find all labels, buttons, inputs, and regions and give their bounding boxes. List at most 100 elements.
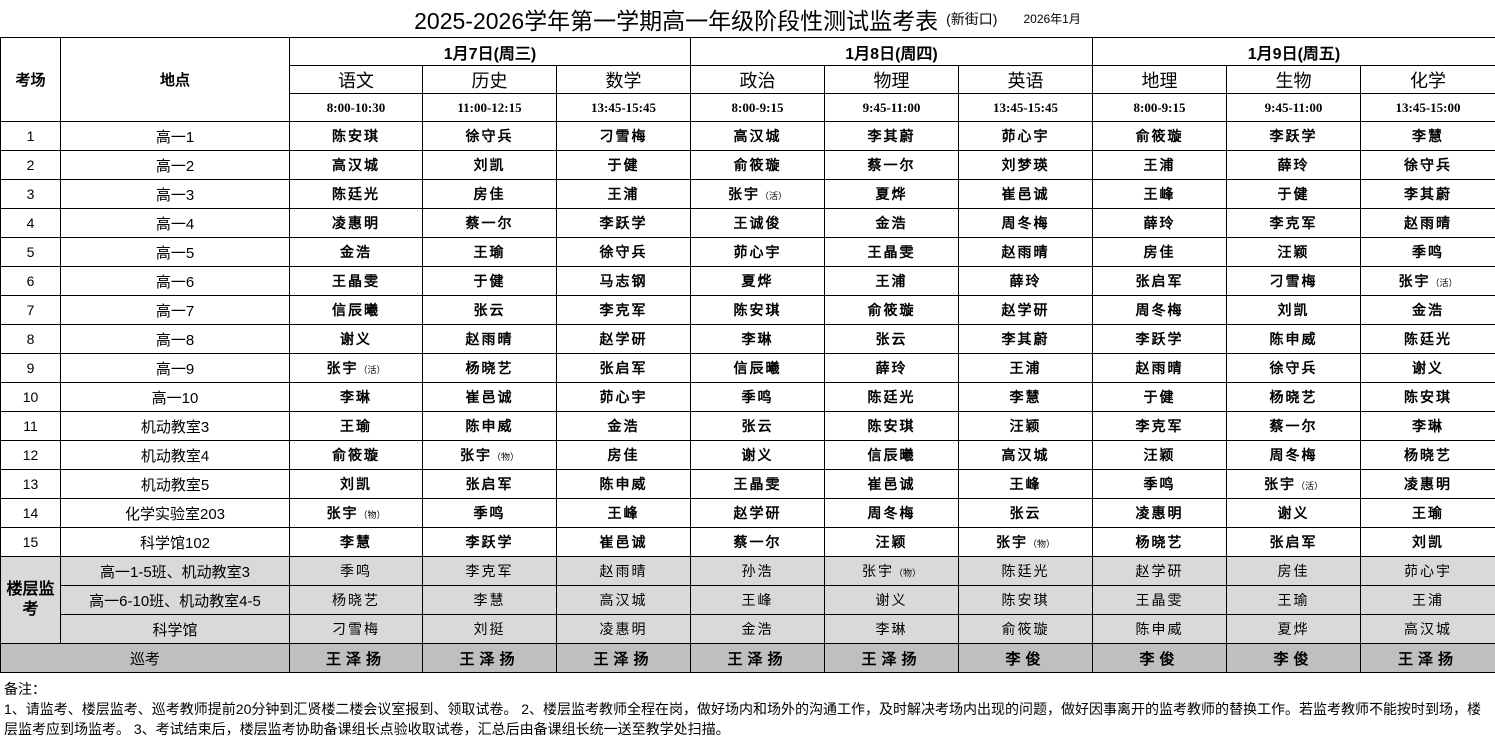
proctor-cell: 崔邑诚 bbox=[824, 469, 959, 499]
proctor-cell: 陈安琪 bbox=[958, 585, 1093, 615]
proctor-cell: 王瑜 bbox=[422, 237, 557, 267]
proctor-cell: 蔡一尔 bbox=[422, 208, 557, 238]
proctor-cell: 俞筱璇 bbox=[690, 150, 825, 180]
room-row: 2 高一2 高汉城 刘凯 于健 俞筱璇 蔡一尔 刘梦瑛 王浦 薛玲 徐守兵 bbox=[0, 150, 1495, 180]
proctor-cell: 谢义 bbox=[690, 440, 825, 470]
proctor-cell: 王浦 bbox=[958, 353, 1093, 383]
proctor-name: 张宇 bbox=[326, 506, 359, 522]
patrol-row: 巡考 王泽扬 王泽扬 王泽扬 王泽扬 王泽扬 李俊 李俊 李俊 王泽扬 bbox=[0, 643, 1495, 673]
proctor-cell: 李俊 bbox=[958, 643, 1093, 673]
proctor-cell: 汪颖 bbox=[1092, 440, 1227, 470]
proctor-subject-note: （物） bbox=[893, 569, 921, 579]
subject-header: 物理 bbox=[824, 65, 959, 94]
room-row: 7 高一7 信辰曦 张云 李克军 陈安琪 俞筱璇 赵学研 周冬梅 刘凯 金浩 bbox=[0, 295, 1495, 325]
room-number: 9 bbox=[0, 353, 61, 383]
room-number: 4 bbox=[0, 208, 61, 238]
room-location: 高一3 bbox=[60, 179, 290, 209]
room-location: 机动教室4 bbox=[60, 440, 290, 470]
proctor-cell: 陈廷光 bbox=[1360, 324, 1495, 354]
header-row-subjects: 语文 历史 数学 政治 物理 英语 地理 生物 化学 bbox=[1, 65, 1495, 94]
proctor-cell: 赵学研 bbox=[556, 324, 691, 354]
title-date: 2026年1月 bbox=[1023, 12, 1081, 26]
proctor-cell: 王浦 bbox=[556, 179, 691, 209]
proctor-cell: 陈安琪 bbox=[690, 295, 825, 325]
proctor-cell: 李琳 bbox=[690, 324, 825, 354]
exam-time: 13:45-15:00 bbox=[1360, 93, 1495, 122]
proctor-cell: 王瑜 bbox=[1360, 498, 1495, 528]
room-row: 4 高一4 凌惠明 蔡一尔 李跃学 王诚俊 金浩 周冬梅 薛玲 李克军 赵雨晴 bbox=[0, 208, 1495, 238]
sheet-title: 2025-2026学年第一学期高一年级阶段性测试监考表 (新街口) 2026年1… bbox=[0, 0, 1495, 37]
proctor-cell: 高汉城 bbox=[690, 121, 825, 151]
room-number: 7 bbox=[0, 295, 61, 325]
proctor-cell: 杨晓艺 bbox=[422, 353, 557, 383]
proctor-cell: 凌惠明 bbox=[1092, 498, 1227, 528]
day-header: 1月7日(周三) bbox=[289, 37, 691, 66]
proctor-cell: 茆心宇 bbox=[690, 237, 825, 267]
proctor-cell: 王晶雯 bbox=[690, 469, 825, 499]
proctor-cell: 季鸣 bbox=[289, 556, 423, 586]
exam-time: 8:00-9:15 bbox=[1092, 93, 1227, 122]
proctor-name: 张宇 bbox=[1263, 477, 1296, 493]
proctor-cell: 季鸣 bbox=[422, 498, 557, 528]
proctor-cell: 李跃学 bbox=[1226, 121, 1361, 151]
proctor-cell: 王晶雯 bbox=[824, 237, 959, 267]
proctor-cell: 李琳 bbox=[824, 614, 959, 644]
exam-time: 11:00-12:15 bbox=[422, 93, 557, 122]
proctor-cell: 俞筱璇 bbox=[824, 295, 959, 325]
subject-header: 地理 bbox=[1092, 65, 1227, 94]
proctor-cell: 李其蔚 bbox=[824, 121, 959, 151]
proctor-cell: 谢义 bbox=[1226, 498, 1361, 528]
room-row: 3 高一3 陈廷光 房佳 王浦 张宇（活） 夏烨 崔邑诚 王峰 于健 李其蔚 bbox=[0, 179, 1495, 209]
proctor-cell: 陈安琪 bbox=[289, 121, 423, 151]
proctor-cell: 刘凯 bbox=[1360, 527, 1495, 557]
proctor-cell: 季鸣 bbox=[690, 382, 825, 412]
proctor-subject-note: （活） bbox=[1430, 279, 1458, 289]
proctor-cell: 李跃学 bbox=[556, 208, 691, 238]
proctor-cell: 陈申威 bbox=[556, 469, 691, 499]
proctor-cell: 王峰 bbox=[958, 469, 1093, 499]
proctor-cell: 于健 bbox=[556, 150, 691, 180]
proctor-cell: 金浩 bbox=[556, 411, 691, 441]
room-row: 14 化学实验室203 张宇（物） 季鸣 王峰 赵学研 周冬梅 张云 凌惠明 谢义 王瑜 bbox=[0, 498, 1495, 528]
room-row: 5 高一5 金浩 王瑜 徐守兵 茆心宇 王晶雯 赵雨晴 房佳 汪颖 季鸣 bbox=[0, 237, 1495, 267]
room-number: 10 bbox=[0, 382, 61, 412]
room-row: 9 高一9 张宇（活） 杨晓艺 张启军 信辰曦 薛玲 王浦 赵雨晴 徐守兵 谢义 bbox=[0, 353, 1495, 383]
proctor-schedule-table: 考场 地点 1月7日(周三) 1月8日(周四) 1月9日(周五) 语文 历史 数学 政治 物理 英语… bbox=[0, 37, 1495, 673]
proctor-cell: 汪颖 bbox=[958, 411, 1093, 441]
proctor-cell: 刁雪梅 bbox=[1226, 266, 1361, 296]
proctor-cell: 李慧 bbox=[289, 527, 423, 557]
proctor-cell: 陈申威 bbox=[1092, 614, 1227, 644]
proctor-name: 张宇 bbox=[727, 187, 760, 203]
proctor-cell: 李其蔚 bbox=[1360, 179, 1495, 209]
proctor-cell: 赵雨晴 bbox=[1092, 353, 1227, 383]
room-row: 11 机动教室3 王瑜 陈申威 金浩 张云 陈安琪 汪颖 李克军 蔡一尔 李琳 bbox=[0, 411, 1495, 441]
proctor-name: 张宇 bbox=[459, 448, 492, 464]
proctor-cell: 高汉城 bbox=[1360, 614, 1495, 644]
proctor-cell: 周冬梅 bbox=[1092, 295, 1227, 325]
proctor-cell: 刘凯 bbox=[1226, 295, 1361, 325]
proctor-cell: 王诚俊 bbox=[690, 208, 825, 238]
room-row: 15 科学馆102 李慧 李跃学 崔邑诚 蔡一尔 汪颖 张宇（物） 杨晓艺 张启军 刘凯 bbox=[0, 527, 1495, 557]
proctor-cell: 王瑜 bbox=[1226, 585, 1361, 615]
proctor-subject-note: （活） bbox=[358, 366, 386, 376]
room-location: 科学馆102 bbox=[60, 527, 290, 557]
proctor-cell: 李俊 bbox=[1092, 643, 1227, 673]
floor-area: 高一6-10班、机动教室4-5 bbox=[60, 585, 290, 615]
proctor-cell: 俞筱璇 bbox=[958, 614, 1093, 644]
room-location: 机动教室3 bbox=[60, 411, 290, 441]
room-row: 1 高一1 陈安琪 徐守兵 刁雪梅 高汉城 李其蔚 茆心宇 俞筱璇 李跃学 李慧 bbox=[0, 121, 1495, 151]
proctor-cell: 孙浩 bbox=[690, 556, 825, 586]
subject-header: 语文 bbox=[289, 65, 423, 94]
room-header: 考场 bbox=[0, 37, 61, 122]
exam-time: 9:45-11:00 bbox=[824, 93, 959, 122]
proctor-cell: 薛玲 bbox=[958, 266, 1093, 296]
proctor-cell: 陈安琪 bbox=[1360, 382, 1495, 412]
proctor-cell: 杨晓艺 bbox=[1092, 527, 1227, 557]
header-row-dates: 考场 地点 1月7日(周三) 1月8日(周四) 1月9日(周五) bbox=[0, 37, 1495, 122]
room-number: 5 bbox=[0, 237, 61, 267]
proctor-cell: 杨晓艺 bbox=[1226, 382, 1361, 412]
subject-header: 生物 bbox=[1226, 65, 1361, 94]
day-header: 1月8日(周四) bbox=[690, 37, 1093, 66]
proctor-cell: 王浦 bbox=[824, 266, 959, 296]
floor-area: 科学馆 bbox=[60, 614, 290, 644]
